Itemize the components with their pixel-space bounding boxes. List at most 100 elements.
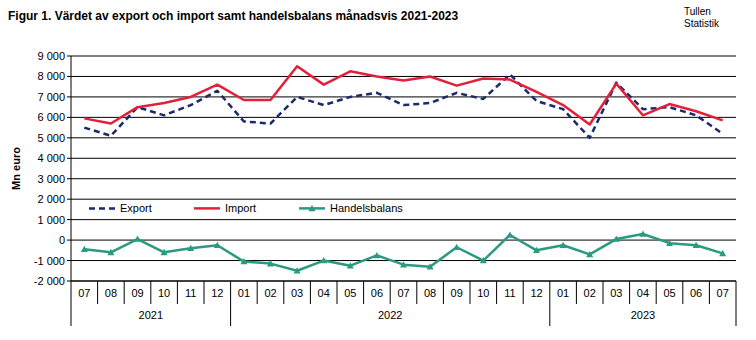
y-tick (67, 137, 71, 138)
category-separator (71, 281, 72, 304)
series-marker (240, 258, 247, 264)
x-tick-label: 03 (291, 287, 303, 299)
x-tick-label: 08 (105, 287, 117, 299)
chart: Figur 1. Värdet av export och import sam… (0, 0, 756, 340)
series-marker (161, 249, 168, 255)
y-tick-label: 8 000 (37, 70, 65, 82)
category-separator (150, 281, 151, 304)
series-marker (666, 240, 673, 246)
grid-line (71, 117, 736, 118)
y-tick-label: 2 000 (37, 193, 65, 205)
group-separator (71, 304, 72, 326)
y-tick-label: -1 000 (34, 255, 65, 267)
y-tick (67, 219, 71, 220)
x-tick-label: 01 (238, 287, 250, 299)
y-tick (67, 96, 71, 97)
x-tick-label: 11 (185, 287, 196, 299)
y-tick (67, 56, 71, 57)
y-tick-label: 4 000 (37, 152, 65, 164)
category-separator (709, 281, 710, 304)
group-separator (549, 304, 550, 326)
series-marker (320, 257, 327, 263)
category-separator (283, 281, 284, 304)
x-tick-label: 12 (211, 287, 223, 299)
y-tick-label: 9 000 (37, 50, 65, 62)
grid-line (71, 260, 736, 261)
series-marker (613, 236, 620, 242)
grid-line (71, 240, 736, 241)
series-marker (427, 263, 434, 269)
series-marker (533, 247, 540, 253)
y-tick (67, 260, 71, 261)
category-separator (549, 281, 550, 304)
y-tick (67, 76, 71, 77)
y-tick-label: -2 000 (34, 275, 65, 287)
x-tick-label: 04 (318, 287, 330, 299)
category-separator (97, 281, 98, 304)
series-marker (81, 246, 88, 252)
y-tick (67, 178, 71, 179)
source-note: Tullen (684, 6, 711, 17)
x-tick-label: 07 (78, 287, 90, 299)
category-separator (416, 281, 417, 304)
grid-line (71, 178, 736, 179)
series-marker (347, 262, 354, 268)
x-tick-label: 09 (451, 287, 463, 299)
series-marker (639, 230, 646, 236)
y-tick-label: 7 000 (37, 91, 65, 103)
x-tick-label: 09 (131, 287, 143, 299)
x-axis (71, 281, 736, 282)
grid-line (71, 281, 736, 282)
category-separator (230, 281, 231, 304)
y-tick-label: 1 000 (37, 214, 65, 226)
x-tick-label: 12 (530, 287, 542, 299)
grid-line (71, 158, 736, 159)
x-tick-label: 06 (690, 287, 702, 299)
plot-area (81, 66, 726, 273)
y-tick (67, 117, 71, 118)
group-label: 2023 (631, 309, 655, 321)
grid-line (71, 137, 736, 138)
x-tick-label: 04 (637, 287, 649, 299)
legend-marker (309, 205, 316, 211)
category-separator (363, 281, 364, 304)
x-tick-label: 06 (371, 287, 383, 299)
x-tick-label: 07 (717, 287, 729, 299)
x-tick-label: 08 (424, 287, 436, 299)
category-separator (443, 281, 444, 304)
legend: ExportImportHandelsbalans (89, 202, 403, 214)
category-separator (204, 281, 205, 304)
x-tick-label: 10 (477, 287, 489, 299)
series-marker (453, 244, 460, 250)
series-marker (373, 252, 380, 258)
category-separator (470, 281, 471, 304)
series-marker (693, 242, 700, 248)
x-tick-label: 02 (584, 287, 596, 299)
group-label: 2022 (378, 309, 402, 321)
series-marker (187, 245, 194, 251)
category-separator (682, 281, 683, 304)
grid-line (71, 219, 736, 220)
series-marker (586, 251, 593, 257)
category-separator (390, 281, 391, 304)
x-tick-label: 03 (610, 287, 622, 299)
series-marker (480, 257, 487, 263)
category-separator (576, 281, 577, 304)
source-note: Statistik (684, 18, 720, 29)
y-tick-label: 3 000 (37, 173, 65, 185)
y-tick (67, 240, 71, 241)
y-tick (67, 199, 71, 200)
legend-label: Import (225, 202, 256, 214)
series-marker (107, 249, 114, 255)
category-separator (496, 281, 497, 304)
series-marker (294, 267, 301, 273)
legend-label: Export (120, 202, 152, 214)
y-tick-label: 6 000 (37, 111, 65, 123)
category-separator (736, 281, 737, 304)
series-line (84, 234, 722, 271)
y-tick-label: 5 000 (37, 132, 65, 144)
y-tick-label: 0 (59, 234, 65, 246)
series-marker (267, 260, 274, 266)
y-tick (67, 158, 71, 159)
series-marker (506, 231, 513, 237)
